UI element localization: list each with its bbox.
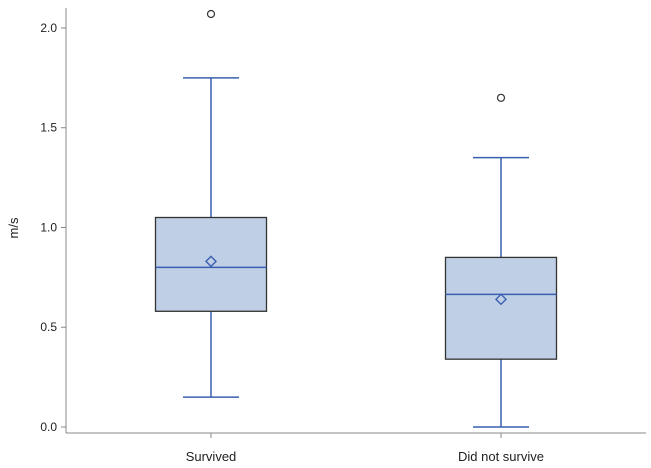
x-tick-label: Survived — [186, 449, 237, 464]
iqr-box — [154, 216, 268, 312]
y-tick-label: 2.0 — [40, 21, 57, 35]
iqr-box — [444, 256, 558, 360]
y-tick-label: 0.5 — [40, 320, 57, 334]
y-tick-label: 1.0 — [40, 220, 57, 234]
y-axis-title: m/s — [6, 217, 21, 238]
outlier-point — [496, 93, 506, 102]
outlier-point — [206, 9, 216, 19]
mean-marker — [205, 255, 217, 268]
x-tick-label: Did not survive — [458, 449, 544, 464]
mean-marker — [495, 293, 507, 306]
axes-group — [65, 8, 646, 434]
y-ticks-group: 0.0 0.5 1.0 1.5 2.0 — [40, 21, 66, 434]
boxes-group — [154, 9, 558, 428]
x-labels-group: Survived Did not survive — [186, 433, 544, 464]
y-tick-label: 0.0 — [40, 420, 57, 434]
y-tick-label: 1.5 — [40, 121, 57, 135]
